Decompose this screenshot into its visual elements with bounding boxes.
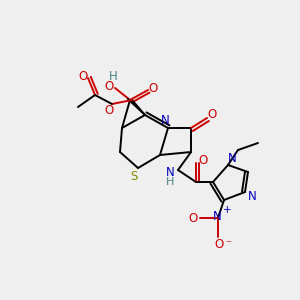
Text: N: N — [213, 209, 221, 223]
Text: H: H — [166, 177, 174, 187]
Text: N: N — [166, 167, 174, 179]
Text: O: O — [104, 80, 114, 92]
Text: +: + — [223, 205, 231, 215]
Text: O: O — [78, 70, 88, 83]
Text: O: O — [207, 107, 217, 121]
Text: O: O — [198, 154, 208, 167]
Text: H: H — [109, 70, 117, 83]
Text: S: S — [130, 170, 138, 184]
Text: O: O — [148, 82, 158, 94]
Text: N: N — [160, 115, 169, 128]
Text: ⁻: ⁻ — [225, 238, 231, 251]
Text: N: N — [228, 152, 236, 164]
Text: O: O — [188, 212, 198, 224]
Text: O: O — [104, 104, 114, 118]
Text: N: N — [248, 190, 256, 202]
Text: O: O — [214, 238, 224, 251]
